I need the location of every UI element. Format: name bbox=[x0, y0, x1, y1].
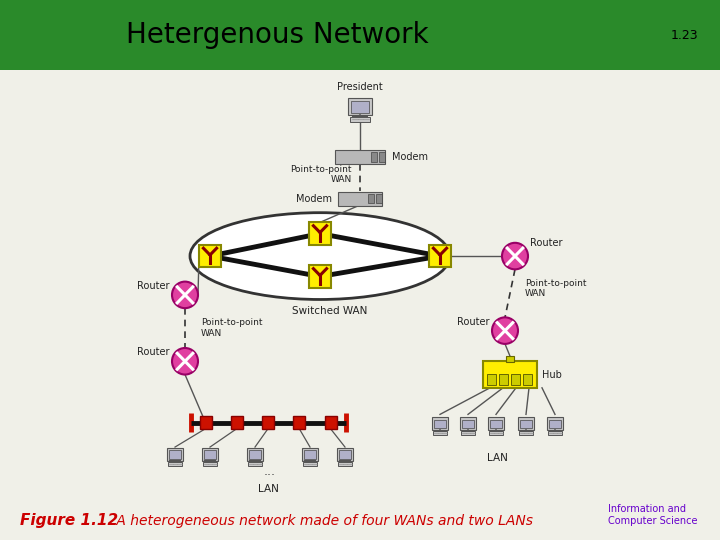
FancyBboxPatch shape bbox=[483, 361, 537, 388]
FancyBboxPatch shape bbox=[520, 420, 532, 428]
FancyBboxPatch shape bbox=[350, 117, 370, 122]
FancyBboxPatch shape bbox=[546, 417, 564, 430]
FancyBboxPatch shape bbox=[302, 448, 318, 461]
FancyBboxPatch shape bbox=[262, 416, 274, 429]
Text: Router: Router bbox=[530, 238, 562, 248]
FancyBboxPatch shape bbox=[489, 431, 503, 435]
FancyBboxPatch shape bbox=[335, 150, 385, 164]
FancyBboxPatch shape bbox=[376, 194, 382, 204]
FancyBboxPatch shape bbox=[462, 420, 474, 428]
FancyBboxPatch shape bbox=[246, 448, 264, 461]
Text: Information and: Information and bbox=[608, 504, 686, 514]
FancyBboxPatch shape bbox=[371, 152, 377, 162]
FancyBboxPatch shape bbox=[339, 450, 351, 459]
Circle shape bbox=[172, 348, 198, 375]
FancyBboxPatch shape bbox=[511, 374, 520, 385]
Text: Modem: Modem bbox=[296, 194, 332, 204]
Text: Switched WAN: Switched WAN bbox=[292, 306, 368, 315]
FancyBboxPatch shape bbox=[309, 222, 331, 245]
Text: President: President bbox=[337, 82, 383, 92]
Circle shape bbox=[172, 281, 198, 308]
Text: LAN: LAN bbox=[258, 484, 279, 494]
Circle shape bbox=[492, 318, 518, 344]
FancyBboxPatch shape bbox=[499, 374, 508, 385]
FancyBboxPatch shape bbox=[293, 416, 305, 429]
FancyBboxPatch shape bbox=[379, 152, 385, 162]
Text: LAN: LAN bbox=[487, 453, 508, 463]
FancyBboxPatch shape bbox=[303, 462, 317, 465]
FancyBboxPatch shape bbox=[166, 448, 184, 461]
Text: Point-to-point
WAN: Point-to-point WAN bbox=[201, 319, 263, 338]
FancyBboxPatch shape bbox=[248, 462, 262, 465]
FancyBboxPatch shape bbox=[203, 462, 217, 465]
Text: Point-to-point
WAN: Point-to-point WAN bbox=[525, 279, 587, 298]
FancyBboxPatch shape bbox=[431, 417, 449, 430]
FancyBboxPatch shape bbox=[461, 431, 475, 435]
FancyBboxPatch shape bbox=[548, 431, 562, 435]
FancyBboxPatch shape bbox=[459, 417, 477, 430]
FancyBboxPatch shape bbox=[230, 416, 243, 429]
FancyBboxPatch shape bbox=[338, 192, 382, 206]
FancyBboxPatch shape bbox=[336, 448, 354, 461]
FancyBboxPatch shape bbox=[168, 462, 182, 465]
FancyBboxPatch shape bbox=[168, 450, 181, 459]
Polygon shape bbox=[9, 6, 81, 62]
FancyBboxPatch shape bbox=[249, 450, 261, 459]
Circle shape bbox=[502, 243, 528, 269]
FancyBboxPatch shape bbox=[506, 356, 514, 362]
Text: Computer Science: Computer Science bbox=[608, 516, 698, 526]
FancyBboxPatch shape bbox=[309, 265, 331, 288]
FancyBboxPatch shape bbox=[429, 245, 451, 267]
Text: Hub: Hub bbox=[542, 369, 562, 380]
FancyBboxPatch shape bbox=[325, 416, 336, 429]
FancyBboxPatch shape bbox=[487, 374, 496, 385]
Text: Router: Router bbox=[138, 347, 170, 357]
FancyBboxPatch shape bbox=[304, 450, 316, 459]
FancyBboxPatch shape bbox=[549, 420, 562, 428]
Text: Point-to-point
WAN: Point-to-point WAN bbox=[290, 165, 352, 184]
FancyBboxPatch shape bbox=[433, 420, 446, 428]
FancyBboxPatch shape bbox=[518, 417, 534, 430]
Text: 1.23: 1.23 bbox=[671, 29, 698, 42]
Text: A heterogeneous network made of four WANs and two LANs: A heterogeneous network made of four WAN… bbox=[112, 514, 533, 528]
FancyBboxPatch shape bbox=[199, 416, 212, 429]
FancyBboxPatch shape bbox=[351, 101, 369, 113]
Text: Modem: Modem bbox=[392, 152, 428, 162]
Text: Figure 1.12: Figure 1.12 bbox=[20, 513, 118, 528]
FancyBboxPatch shape bbox=[490, 420, 503, 428]
Text: Router: Router bbox=[457, 316, 490, 327]
FancyBboxPatch shape bbox=[338, 462, 352, 465]
Text: Hetergenous Network: Hetergenous Network bbox=[126, 21, 428, 49]
FancyBboxPatch shape bbox=[523, 374, 532, 385]
FancyBboxPatch shape bbox=[202, 448, 218, 461]
FancyBboxPatch shape bbox=[433, 431, 447, 435]
FancyBboxPatch shape bbox=[204, 450, 216, 459]
Polygon shape bbox=[14, 10, 76, 58]
Text: Router: Router bbox=[138, 281, 170, 291]
FancyBboxPatch shape bbox=[519, 431, 533, 435]
FancyBboxPatch shape bbox=[368, 194, 374, 204]
Text: ...: ... bbox=[264, 465, 276, 478]
Ellipse shape bbox=[190, 213, 450, 300]
FancyBboxPatch shape bbox=[348, 98, 372, 115]
Polygon shape bbox=[20, 15, 70, 53]
FancyBboxPatch shape bbox=[199, 245, 221, 267]
FancyBboxPatch shape bbox=[487, 417, 505, 430]
